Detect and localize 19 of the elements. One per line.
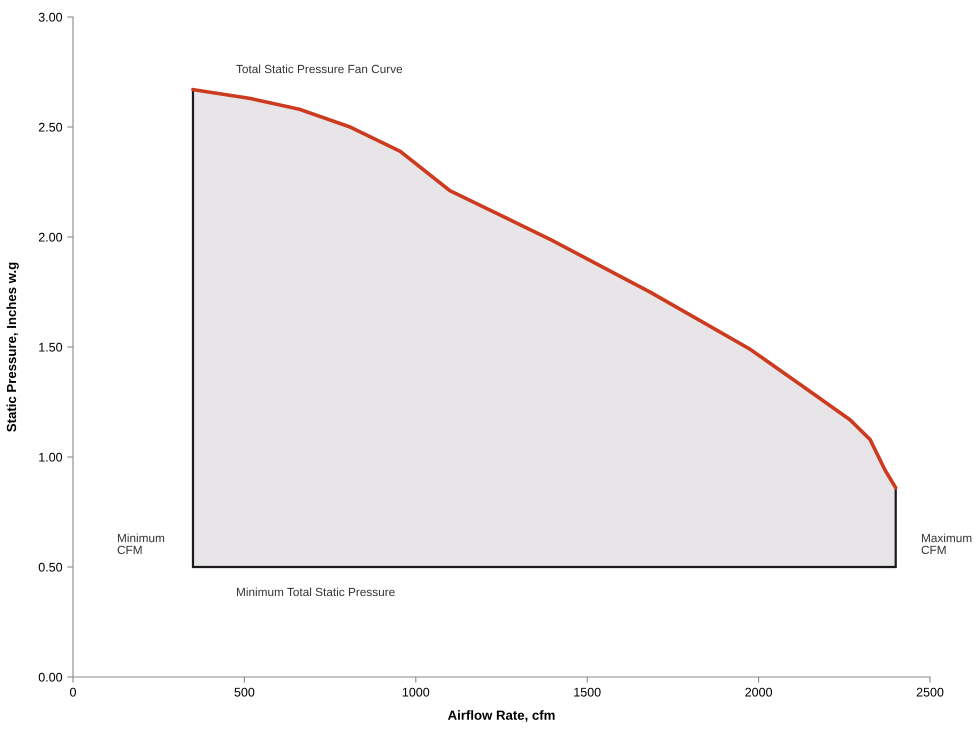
y-tick-label: 0.00 (38, 672, 62, 682)
annotation: Total Static Pressure Fan Curve (236, 64, 402, 74)
x-tick-label: 2000 (745, 688, 772, 697)
y-tick-label: 3.00 (38, 12, 62, 22)
x-tick-label: 500 (234, 688, 254, 697)
y-tick-label: 2.00 (38, 232, 62, 242)
x-tick-label: 0 (70, 688, 76, 697)
y-tick-label: 2.50 (38, 122, 62, 132)
annotation: Minimum CFM (118, 534, 164, 554)
x-axis-title: Airflow Rate, cfm (448, 710, 555, 722)
y-tick-label: 1.00 (39, 452, 62, 462)
y-tick-label: 0.50 (38, 562, 62, 572)
x-tick-label: 1500 (574, 688, 601, 697)
x-tick-label: 1000 (402, 688, 430, 697)
annotation: Minimum Total Static Pressure (236, 587, 395, 596)
x-tick-label: 2500 (916, 688, 944, 697)
y-axis-title: Static Pressure, Inches w.g (6, 262, 19, 432)
annotation: Maximum CFM (922, 534, 972, 554)
y-tick-label: 1.50 (39, 342, 62, 352)
